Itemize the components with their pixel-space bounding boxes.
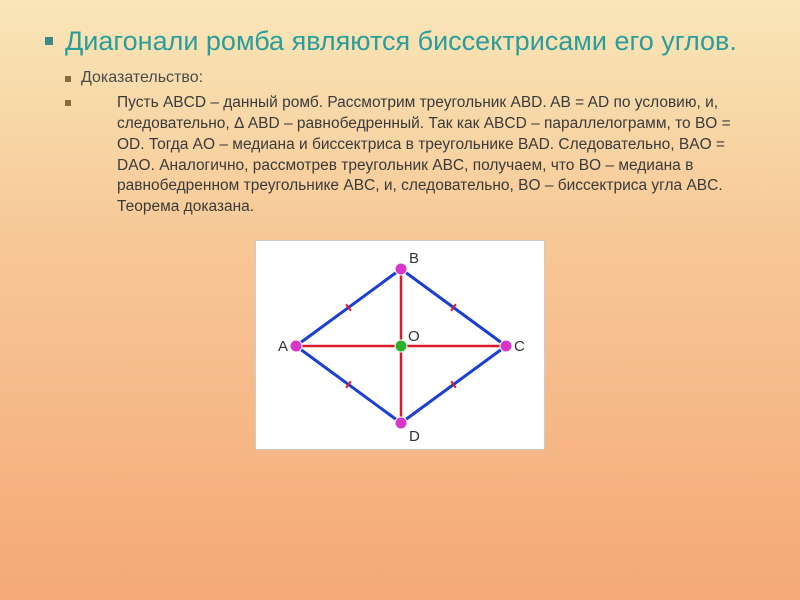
proof-body: Пусть ABCD – данный ромб. Рассмотрим тре… [117,93,755,219]
bullet-main [45,37,53,45]
svg-text:B: B [409,250,419,267]
svg-text:D: D [409,428,420,445]
slide-title: Диагонали ромба являются биссектрисами е… [65,25,737,59]
subheading: Доказательство: [81,69,203,87]
svg-text:O: O [408,328,420,345]
svg-text:A: A [278,338,288,355]
bullet-body [65,100,71,106]
bullet-sub [65,76,71,82]
rhombus-figure: A B C D O [255,240,545,450]
svg-text:C: C [514,338,525,355]
